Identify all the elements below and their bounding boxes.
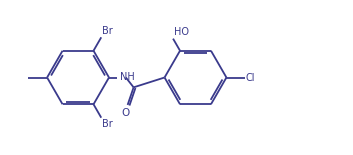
Text: Br: Br [102,26,113,36]
Text: HO: HO [174,27,189,37]
Text: NH: NH [120,72,134,82]
Text: O: O [121,108,130,118]
Text: Cl: Cl [245,73,255,82]
Text: Br: Br [102,119,113,129]
